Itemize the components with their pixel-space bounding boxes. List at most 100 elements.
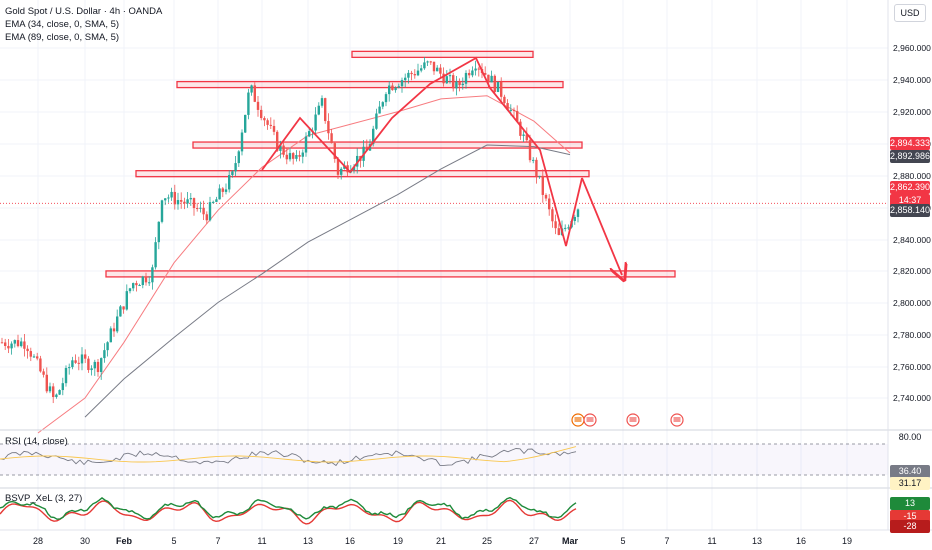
candle-body	[87, 358, 90, 371]
currency-button[interactable]: USD	[894, 4, 926, 22]
candle-body	[420, 68, 423, 71]
time-tick-label: 19	[842, 536, 852, 546]
candle-body	[519, 121, 522, 136]
time-tick-label: 28	[33, 536, 43, 546]
candle-body	[71, 360, 74, 368]
candle-body	[109, 328, 112, 343]
candle-body	[58, 390, 61, 395]
candle-body	[564, 227, 567, 229]
rsi-band	[0, 444, 888, 475]
candle-body	[260, 109, 263, 119]
candle-body	[244, 114, 247, 133]
price-tick-label: 2,960.000	[893, 43, 931, 53]
candle-body	[183, 201, 186, 204]
candle-body	[96, 361, 100, 373]
candle-body	[224, 189, 228, 192]
time-tick-label: 13	[752, 536, 762, 546]
candle-body	[298, 155, 301, 157]
candle-body	[215, 199, 218, 202]
candle-body	[528, 140, 532, 161]
candle-body	[336, 158, 340, 175]
candle-body	[538, 175, 541, 177]
candle-body	[340, 168, 343, 175]
candle-body	[266, 120, 269, 125]
candle-body	[548, 198, 551, 210]
candle-body	[573, 216, 576, 221]
candle-body	[263, 118, 266, 121]
candle-body	[496, 81, 500, 92]
candle-body	[4, 342, 7, 346]
candle-body	[439, 67, 442, 74]
price-axis: 2,960.0002,940.0002,920.0002,900.0002,88…	[887, 0, 931, 530]
candle-body	[192, 198, 196, 209]
resistance-zone	[192, 141, 583, 149]
rsi-line	[0, 448, 577, 467]
price-tick-label: 2,760.000	[893, 362, 931, 372]
candle-body	[330, 133, 333, 144]
candle-body	[29, 351, 32, 357]
candle-body	[295, 155, 298, 159]
candle-body	[432, 61, 436, 72]
price-tick-label: 2,920.000	[893, 107, 931, 117]
candle-body	[509, 109, 512, 111]
price-tick-label: 2,940.000	[893, 75, 931, 85]
candle-body	[554, 221, 557, 229]
candle-body	[426, 61, 429, 63]
candle-body	[55, 394, 58, 398]
candle-body	[42, 371, 45, 375]
candle-body	[234, 163, 237, 172]
rsi-axis-80: 80.00	[898, 432, 922, 442]
time-tick-label: 30	[80, 536, 90, 546]
candle-body	[154, 242, 157, 268]
candle-body	[455, 81, 458, 89]
candle-body	[484, 73, 487, 75]
time-tick-label: 16	[345, 536, 355, 546]
candle-body	[199, 207, 202, 209]
candle-body	[445, 76, 448, 84]
time-tick-label: Feb	[116, 536, 133, 546]
candle-body	[240, 132, 244, 152]
candle-body	[458, 81, 461, 86]
candle-body	[74, 360, 77, 363]
candle-body	[516, 110, 519, 122]
rsi-ma-value-label: 31.17	[890, 477, 930, 490]
candle-body	[474, 68, 477, 71]
resistance-zone	[351, 50, 534, 59]
candle-body	[324, 98, 327, 122]
candle-body	[228, 175, 231, 190]
candle-body	[567, 227, 570, 229]
price-label-ema34: 2,894.333	[890, 137, 931, 150]
candle-body	[464, 72, 468, 84]
price-label-last: 2,862.390	[890, 181, 931, 194]
candle-body	[468, 72, 471, 76]
candle-body	[157, 221, 160, 243]
candle-body	[186, 199, 189, 204]
candle-body	[167, 197, 170, 199]
candle-body	[512, 109, 516, 111]
candle-body	[164, 198, 167, 201]
candle-body	[276, 131, 279, 151]
candle-body	[503, 96, 506, 104]
candle-body	[320, 98, 324, 106]
candle-body	[218, 188, 221, 200]
candle-body	[122, 306, 125, 310]
bsvp-main-line	[0, 496, 577, 520]
time-tick-label: 27	[529, 536, 539, 546]
time-tick-label: 16	[796, 536, 806, 546]
candle-body	[138, 285, 141, 287]
candle-body	[253, 85, 256, 102]
ema-89-layer	[84, 144, 571, 418]
candle-body	[256, 101, 260, 110]
candle-body	[48, 386, 52, 392]
candle-body	[61, 383, 64, 391]
flag-icon-fill	[574, 417, 582, 422]
candle-body	[247, 92, 250, 115]
projection-arrow	[581, 177, 622, 275]
candle-body	[90, 368, 93, 371]
candle-body	[404, 77, 407, 81]
candle-body	[52, 386, 55, 398]
rsi-ma-line	[0, 446, 577, 463]
candle-body	[189, 198, 192, 200]
